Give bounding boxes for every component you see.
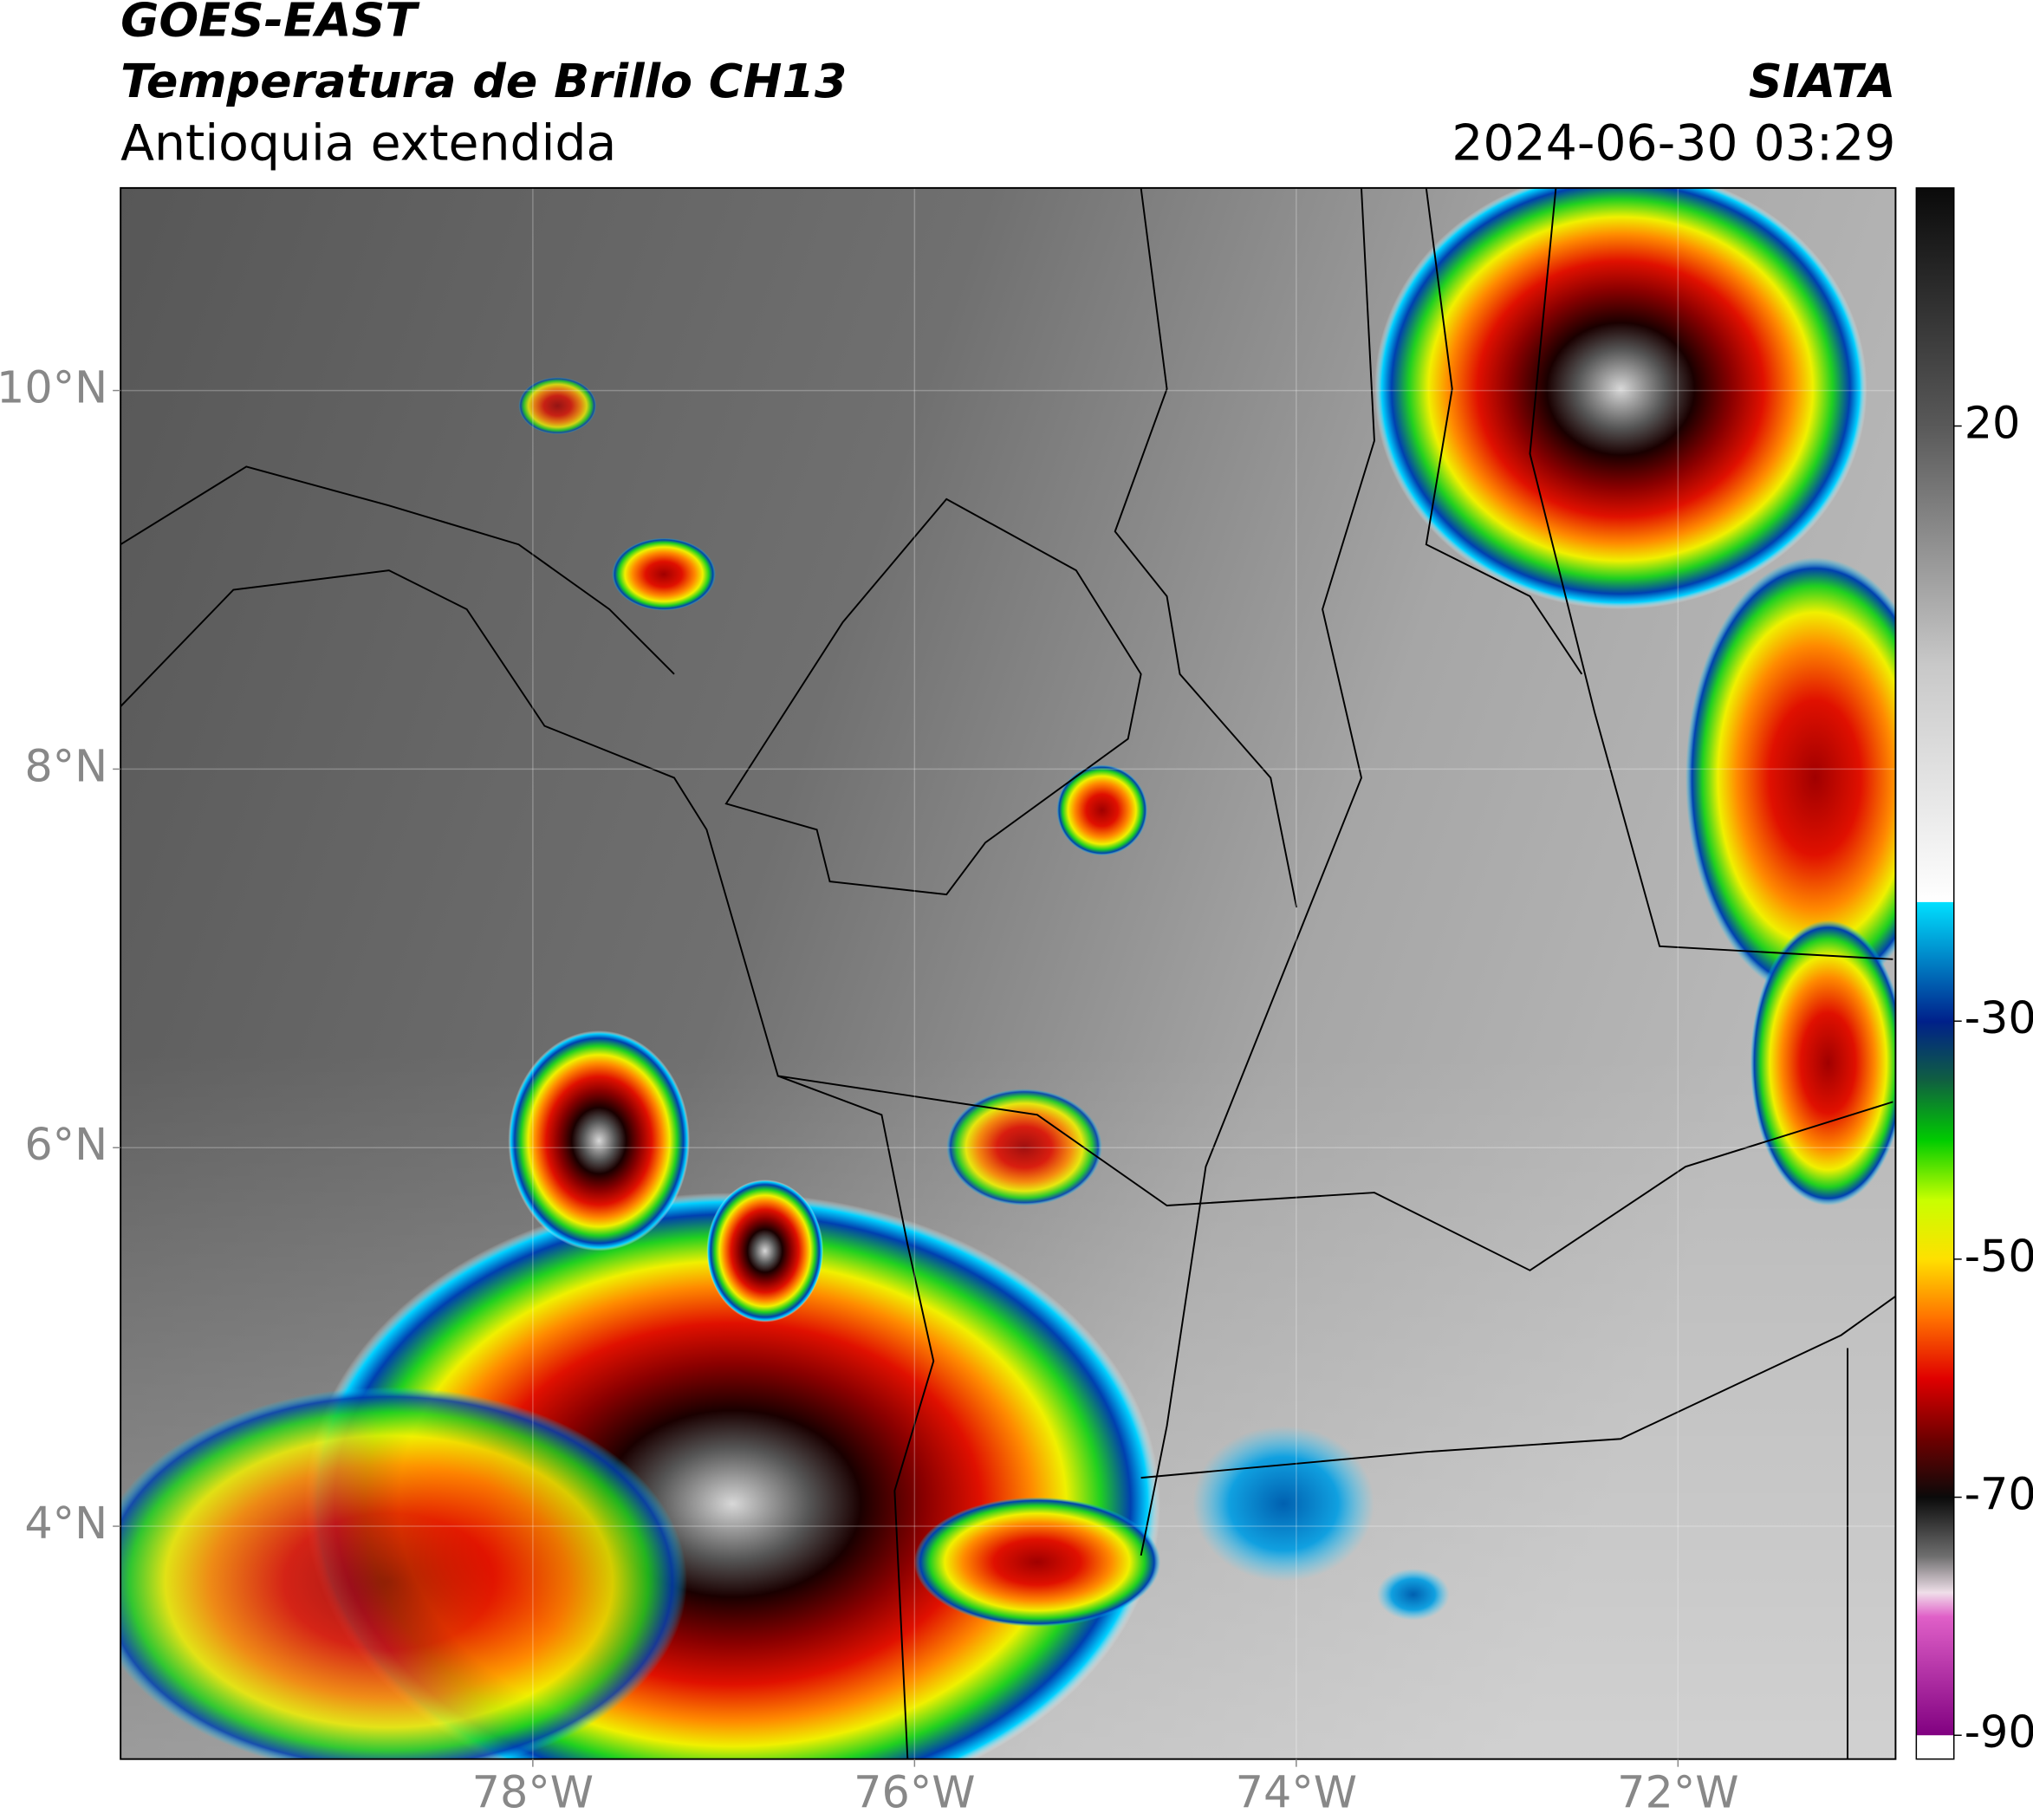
storm-cell [706,1180,824,1323]
colorbar-segment [1916,1592,1954,1617]
colorbar-frame [1915,187,1955,1760]
satellite-image [120,187,1896,1759]
cloud-cell [1376,1568,1450,1621]
colorbar-segment [1916,1318,1954,1379]
x-tick-label: 78°W [472,1767,594,1818]
colorbar-segment [1916,1021,1954,1082]
y-tick-label: 10°N [0,362,107,413]
colorbar-segment [1916,1080,1954,1141]
colorbar-segment [1916,1378,1954,1439]
y-tick-label: 8°N [24,740,107,791]
colorbar-segment [1916,1497,1954,1557]
storm-cell [1750,920,1896,1206]
colorbar-segment [1916,1258,1954,1320]
y-tick-label: 4°N [24,1498,107,1549]
storm-cell [518,377,597,435]
colorbar-segment [1916,426,1954,665]
colorbar-segment [1916,1140,1954,1200]
colorbar-tick-label: -90 [1965,1706,2033,1758]
colorbar-tick-label: -50 [1965,1231,2033,1282]
colorbar-segment [1916,1199,1954,1260]
region: Antioquia extendida [120,115,616,172]
colorbar-segment [1916,187,1954,427]
subtitle: Temperatura de Brillo CH13 [120,54,847,108]
map-frame [120,186,1897,1760]
source: SIATA [1749,54,1896,108]
storm-cell [612,537,716,611]
y-tick-label: 6°N [24,1119,107,1170]
storm-cell [1374,187,1867,609]
colorbar: 20 -30 -50 -70 -90 [1916,187,2033,1760]
colorbar-tick-label: -30 [1965,992,2033,1043]
colorbar-segment [1916,1557,1954,1594]
colorbar-tick-label: 20 [1965,398,2021,449]
storm-cell [120,1387,687,1759]
datetime: 2024-06-30 03:29 [1452,115,1895,172]
storm-cell [946,1089,1102,1206]
boundaries [120,187,1896,1759]
x-tick-label: 76°W [854,1767,975,1818]
storm-cell [1686,557,1896,998]
storm-cell [1056,764,1148,856]
colorbar-tick-label: -70 [1965,1469,2033,1520]
colorbar-segment [1916,1735,1954,1760]
x-tick-label: 72°W [1617,1767,1738,1818]
grid [120,187,1896,1759]
colorbar-segment [1916,664,1954,903]
x-tick-label: 74°W [1236,1767,1357,1818]
cloud-cell [1192,1426,1374,1582]
colorbar-segment [1916,1615,1954,1736]
colorbar-segment [1916,901,1954,1022]
storm-cell [508,1030,690,1251]
colorbar-segment [1916,1437,1954,1498]
storm-cell [913,1497,1161,1628]
title: GOES-EAST [120,0,420,48]
